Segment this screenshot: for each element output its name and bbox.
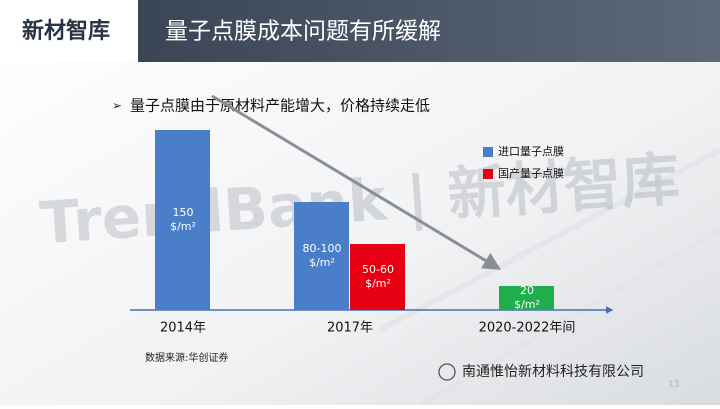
footer: 南通惟怡新材料科技有限公司 [462, 364, 644, 380]
logo: 新材智库 [22, 18, 110, 44]
bar [294, 202, 349, 310]
x-tick-label: 2017年 [327, 321, 373, 336]
legend-swatch [483, 169, 493, 179]
bar [350, 244, 405, 310]
legend-swatch [483, 147, 493, 157]
page-number: 13 [668, 380, 679, 390]
x-tick-label: 2014年 [160, 321, 206, 336]
value-label: 80-100 [303, 242, 342, 255]
logo-box [0, 0, 138, 62]
value-unit: $/m² [365, 277, 391, 290]
bar [499, 286, 554, 310]
wechat-icon [438, 363, 456, 381]
source: 数据来源:华创证券 [145, 351, 228, 364]
value-unit: $/m² [170, 220, 196, 233]
header-bar [138, 0, 720, 62]
bullet-text: 量子点膜由于原材料产能增大，价格持续走低 [130, 97, 430, 115]
value-label: 20 [520, 284, 534, 297]
value-unit: $/m² [309, 256, 335, 269]
slide-title: 量子点膜成本问题有所缓解 [165, 19, 441, 45]
bullet-marker: ➢ [112, 99, 122, 113]
legend-label: 进口量子点膜 [498, 145, 564, 158]
trend-arrow [211, 94, 502, 270]
value-unit: $/m² [514, 298, 540, 311]
value-label: 50-60 [362, 263, 394, 276]
bar [155, 130, 210, 310]
value-label: 150 [173, 206, 194, 219]
decor-lines [378, 147, 720, 408]
x-tick-label: 2020-2022年间 [479, 321, 576, 336]
legend-label: 国产量子点膜 [498, 166, 564, 180]
